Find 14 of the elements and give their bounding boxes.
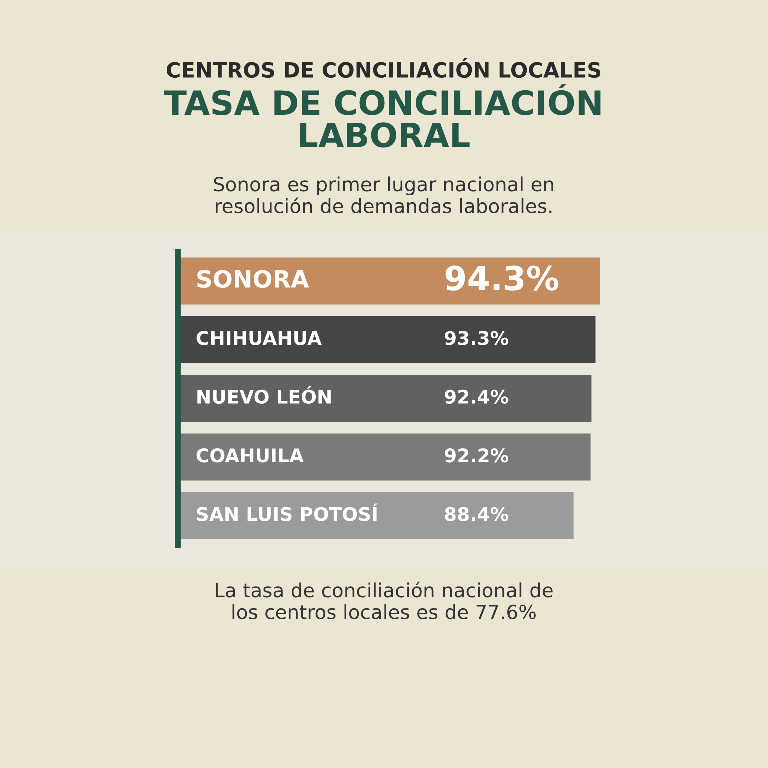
y-tick-label: COAHUILA: [196, 448, 304, 463]
text: Sonora es primer lugar nacional en resolución de demandas laborales.: [214, 176, 554, 214]
y-tick-label: CHIHUAHUA: [196, 331, 322, 346]
data-label: 88.4%: [445, 507, 509, 522]
y-tick-label: SONORA: [198, 270, 310, 288]
chart-subtitle: CENTROS DE CONCILIACIÓN LOCALES: [166, 58, 601, 78]
y-tick-label: SAN LUIS POTOSÍ: [197, 504, 378, 522]
y-tick-label: NUEVO LEÓN: [198, 386, 331, 404]
text: La tasa de conciliación nacional de los centros locales es de 77.6%: [216, 582, 553, 620]
data-label: 92.4%: [445, 390, 509, 404]
chart-title: TASA DE CONCILIACIÓN LABORAL: [164, 84, 601, 148]
data-label: 93.3%: [445, 331, 509, 346]
data-label: 92.2%: [445, 448, 509, 463]
data-label: 94.3%: [446, 266, 559, 291]
